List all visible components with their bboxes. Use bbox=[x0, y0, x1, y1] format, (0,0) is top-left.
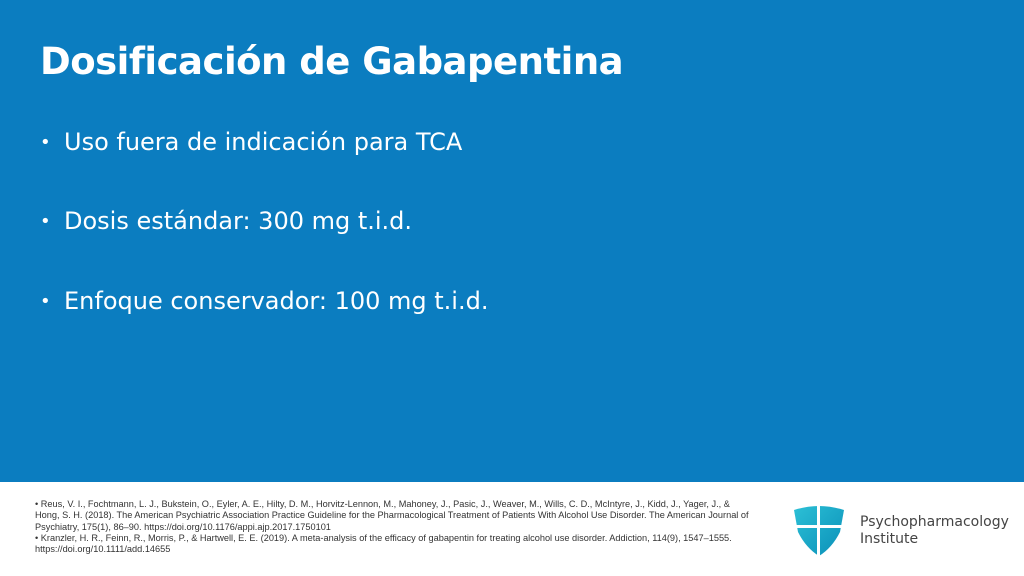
bullet-text: Dosis estándar: 300 mg t.i.d. bbox=[64, 207, 413, 235]
references: • Reus, V. I., Fochtmann, L. J., Bukstei… bbox=[35, 499, 755, 555]
bullet-text: Enfoque conservador: 100 mg t.i.d. bbox=[64, 287, 489, 315]
shield-icon bbox=[792, 504, 846, 561]
bullet-icon: • bbox=[40, 210, 51, 232]
bullet-text: Uso fuera de indicación para TCA bbox=[64, 128, 463, 156]
slide-title: Dosificación de Gabapentina bbox=[40, 40, 624, 83]
bullet-icon: • bbox=[40, 131, 51, 153]
bullet-item: • Dosis estándar: 300 mg t.i.d. bbox=[40, 207, 412, 235]
slide-content: Dosificación de Gabapentina • Uso fuera d… bbox=[0, 0, 1024, 482]
reference-item: • Reus, V. I., Fochtmann, L. J., Bukstei… bbox=[35, 499, 749, 532]
bullet-item: • Enfoque conservador: 100 mg t.i.d. bbox=[40, 287, 488, 315]
bullet-item: • Uso fuera de indicación para TCA bbox=[40, 128, 462, 156]
reference-item: • Kranzler, H. R., Feinn, R., Morris, P.… bbox=[35, 532, 732, 555]
logo-line-2: Institute bbox=[860, 531, 919, 547]
bullet-icon: • bbox=[40, 290, 51, 312]
logo-line-1: Psychopharmacology bbox=[860, 514, 1009, 530]
footer: • Reus, V. I., Fochtmann, L. J., Bukstei… bbox=[0, 482, 1024, 576]
logo-text: Psychopharmacology Institute bbox=[860, 514, 1009, 548]
